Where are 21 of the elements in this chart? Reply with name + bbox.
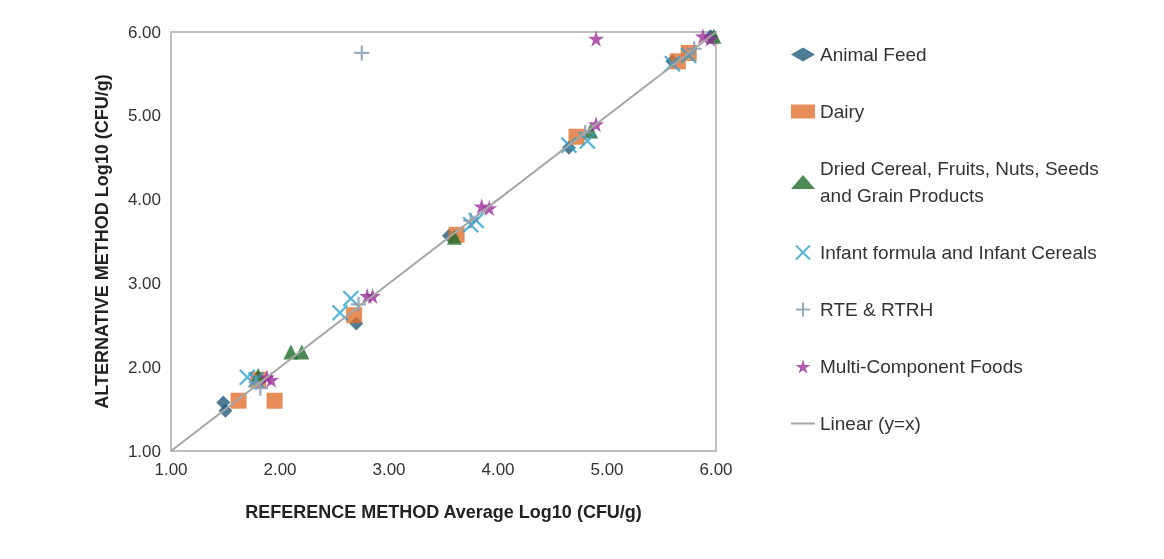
x-tick-label: 2.00 [263,460,297,479]
y-tick-label: 4.00 [127,190,161,210]
y-tick-label: 6.00 [127,22,161,42]
x-tick-label: 5.00 [590,460,624,479]
y-axis-title: ALTERNATIVE METHOD Log10 (CFU/g) [92,74,112,409]
x-tick-label: 4.00 [481,460,515,479]
x-tick-label: 3.00 [372,460,406,479]
legend-label: Animal Feed [820,44,927,65]
legend-label: Multi-Component Foods [820,356,1023,377]
legend-label: Linear (y=x) [820,413,921,434]
x-axis-title: REFERENCE METHOD Average Log10 (CFU/g) [245,502,642,522]
legend-label: RTE & RTRH [820,299,934,320]
legend-label: Dried Cereal, Fruits, Nuts, Seeds and Grain Products [820,158,1105,206]
y-tick-label: 5.00 [127,106,161,126]
legend-label: Infant formula and Infant Cereals [820,242,1097,263]
y-tick-label: 3.00 [127,273,161,293]
y-tick-label: 1.00 [127,441,161,461]
legend-label: Dairy [820,101,865,122]
y-tick-label: 2.00 [127,357,161,377]
x-tick-label: 1.00 [154,460,188,479]
x-tick-label: 6.00 [699,460,733,479]
